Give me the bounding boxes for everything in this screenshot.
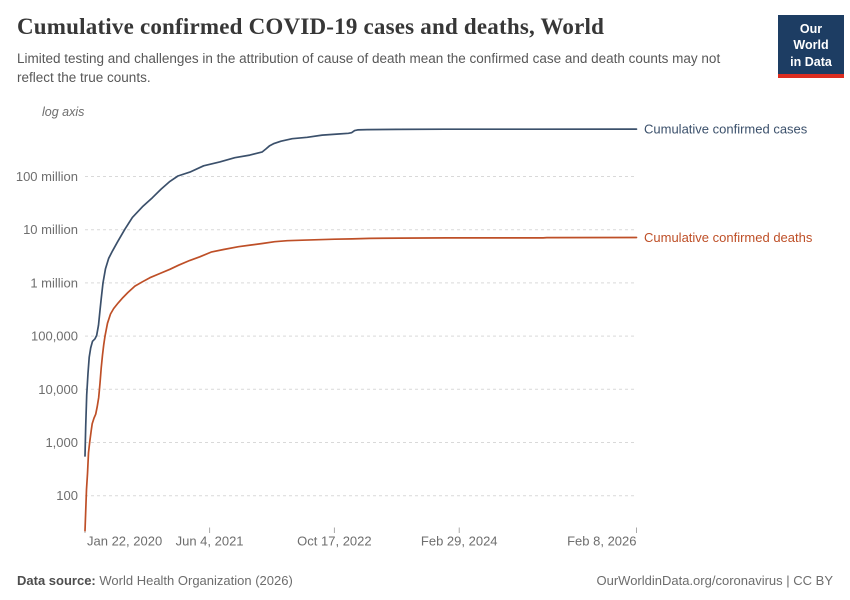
- y-axis-tick-label: 100,000: [31, 329, 78, 344]
- owid-logo[interactable]: Our World in Data: [778, 15, 844, 78]
- footer-links: OurWorldinData.org/coronavirus | CC BY: [596, 573, 833, 588]
- x-axis-tick-label: Feb 29, 2024: [421, 534, 498, 549]
- chart-footer: Data source: World Health Organization (…: [17, 573, 833, 588]
- chart-title: Cumulative confirmed COVID-19 cases and …: [17, 14, 605, 39]
- y-axis-tick-label: 100 million: [16, 169, 78, 184]
- legend-label[interactable]: Cumulative confirmed cases: [644, 122, 808, 137]
- y-axis-tick-label: 1,000: [45, 435, 78, 450]
- y-axis-tick-label: 10 million: [23, 222, 78, 237]
- log-axis-note: log axis: [42, 105, 85, 119]
- x-axis-tick-label: Feb 8, 2026: [567, 534, 636, 549]
- x-axis-tick-label: Jun 4, 2021: [176, 534, 244, 549]
- data-source: Data source: World Health Organization (…: [17, 573, 293, 588]
- x-axis-tick-label: Oct 17, 2022: [297, 534, 371, 549]
- y-axis-tick-label: 10,000: [38, 382, 78, 397]
- owid-logo-line2: in Data: [790, 54, 832, 69]
- owid-logo-line1: Our World: [793, 22, 829, 53]
- series-line: [84, 236, 638, 532]
- footer-license: | CC BY: [782, 573, 833, 588]
- y-axis-tick-label: 1 million: [30, 275, 78, 290]
- data-source-value: World Health Organization (2026): [99, 573, 293, 588]
- legend-label[interactable]: Cumulative confirmed deaths: [644, 230, 813, 245]
- x-axis-tick-label: Jan 22, 2020: [87, 534, 162, 549]
- chart-header: Cumulative confirmed COVID-19 cases and …: [17, 13, 762, 88]
- chart-subtitle: Limited testing and challenges in the at…: [17, 50, 721, 86]
- footer-url[interactable]: OurWorldinData.org/coronavirus: [596, 573, 783, 588]
- y-axis-tick-label: 100: [56, 488, 78, 503]
- series-line: [84, 128, 638, 457]
- data-source-label: Data source:: [17, 573, 96, 588]
